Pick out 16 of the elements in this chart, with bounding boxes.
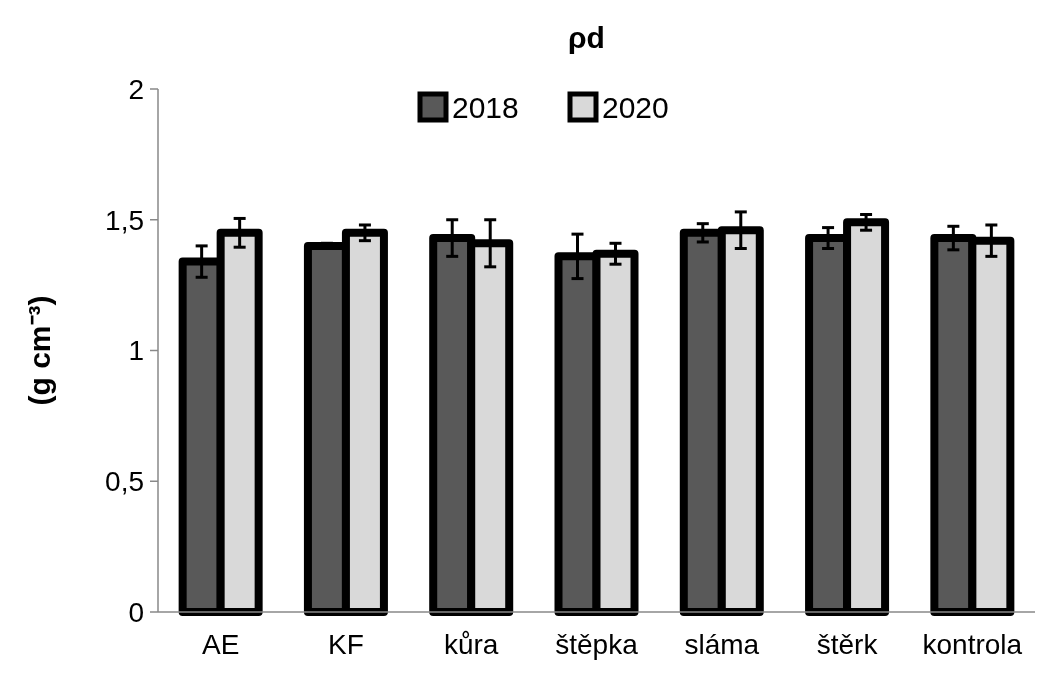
y-tick-label: 0,5 bbox=[105, 466, 144, 498]
x-tick-label: sláma bbox=[684, 629, 760, 660]
x-tick-label: KF bbox=[328, 629, 364, 660]
x-tick-label: kůra bbox=[443, 629, 499, 660]
y-tick-label: 0 bbox=[128, 596, 144, 628]
y-tick-label: 1,5 bbox=[105, 204, 144, 236]
x-tick-label: kontrola bbox=[922, 629, 1023, 660]
x-tick-label: AE bbox=[201, 629, 240, 660]
y-axis-title: (g cm⁻³) bbox=[23, 295, 56, 406]
x-tick-label: štěpka bbox=[555, 629, 639, 660]
legend-label: 2020 bbox=[602, 90, 669, 124]
chart-title: ρd bbox=[568, 21, 605, 54]
legend-label: 2018 bbox=[452, 90, 519, 124]
x-tick-label: štěrk bbox=[816, 629, 879, 660]
y-tick-label: 2 bbox=[128, 73, 144, 105]
y-tick-label: 1 bbox=[128, 335, 144, 367]
